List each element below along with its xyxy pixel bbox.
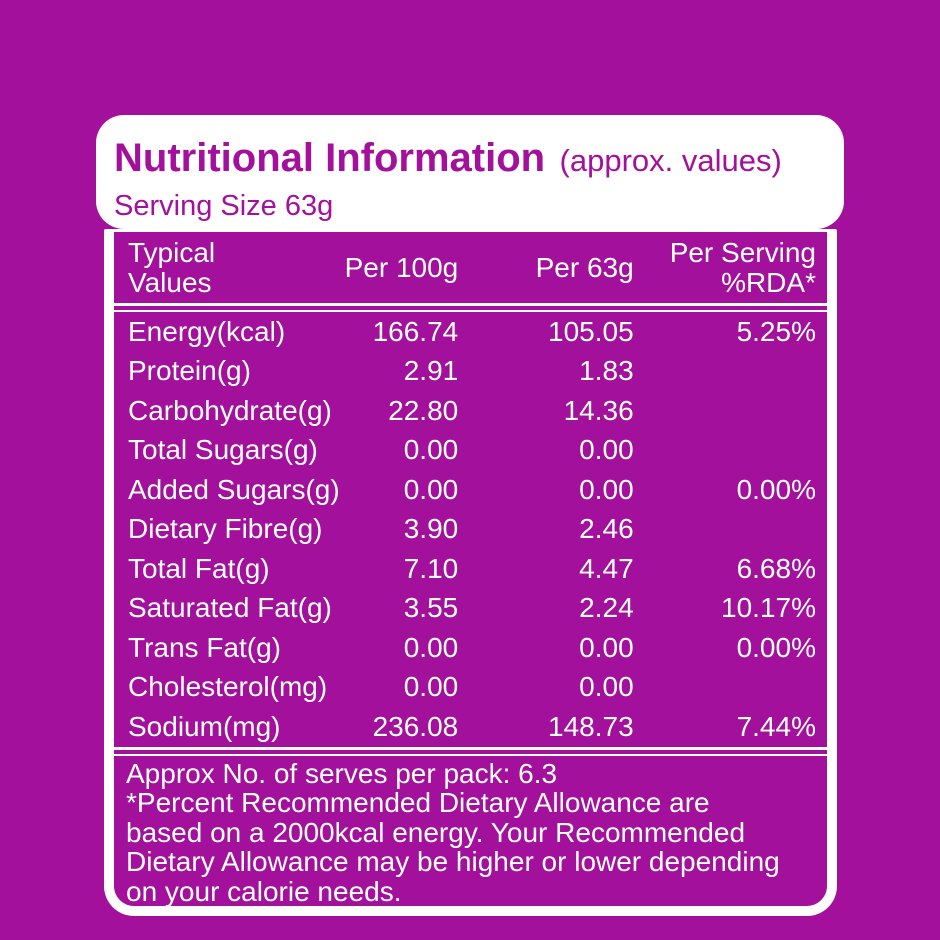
serving-size-text: Serving Size 63g xyxy=(114,190,334,222)
value-per-100g: 0.00 xyxy=(403,473,459,505)
row-label: Trans Fat(g) xyxy=(128,631,281,663)
column-header-per-serving-rda: Per Serving %RDA* xyxy=(669,236,816,298)
value-per-63g: 2.46 xyxy=(579,513,634,545)
table-header-row: Typical Values Per 100g Per 63g Per Serv… xyxy=(114,232,827,303)
value-per-63g: 0.00 xyxy=(579,631,634,663)
value-per-63g: 2.24 xyxy=(579,592,634,624)
nutrient-row-added-sugars: Added Sugars(g) 0.00 0.00 0.00% xyxy=(114,470,827,510)
value-rda: 7.44% xyxy=(736,710,816,742)
value-per-63g: 0.00 xyxy=(579,434,634,466)
row-label: Carbohydrate(g) xyxy=(128,394,332,426)
nutrient-row-cholesterol: Cholesterol(mg) 0.00 0.00 xyxy=(114,668,827,708)
row-label: Total Fat(g) xyxy=(128,552,270,584)
value-per-100g: 0.00 xyxy=(403,434,459,466)
value-rda: 0.00% xyxy=(736,631,816,663)
value-per-63g: 1.83 xyxy=(579,355,634,387)
row-label: Sodium(mg) xyxy=(128,710,281,742)
label-header-card: Nutritional Information (approx. values)… xyxy=(96,115,844,229)
nutrient-row-trans-fat: Trans Fat(g) 0.00 0.00 0.00% xyxy=(114,628,827,668)
value-per-63g: 0.00 xyxy=(579,473,634,505)
nutrient-row-protein: Protein(g) 2.91 1.83 xyxy=(114,352,827,392)
value-rda: 0.00% xyxy=(736,473,816,505)
rda-disclaimer-text: *Percent Recommended Dietary Allowance a… xyxy=(126,787,780,906)
row-label: Cholesterol(mg) xyxy=(128,671,328,703)
table-footer-notes: Approx No. of serves per pack: 6.3 *Perc… xyxy=(114,756,827,907)
label-title-suffix: (approx. values) xyxy=(559,143,782,178)
header-separator-line xyxy=(114,303,827,313)
row-label: Saturated Fat(g) xyxy=(128,592,332,624)
nutrient-row-energy: Energy(kcal) 166.74 105.05 5.25% xyxy=(114,312,827,352)
value-per-100g: 236.08 xyxy=(372,710,459,742)
nutrition-table-frame: Typical Values Per 100g Per 63g Per Serv… xyxy=(104,229,837,916)
label-title-line: Nutritional Information (approx. values) xyxy=(114,136,828,189)
value-per-63g: 14.36 xyxy=(563,394,634,426)
value-rda: 5.25% xyxy=(736,315,816,347)
nutrient-row-sodium: Sodium(mg) 236.08 148.73 7.44% xyxy=(114,707,827,747)
value-per-63g: 0.00 xyxy=(579,671,634,703)
value-per-100g: 3.90 xyxy=(403,513,459,545)
column-header-per-100g: Per 100g xyxy=(344,251,459,283)
value-per-100g: 2.91 xyxy=(403,355,459,387)
serves-per-pack-text: Approx No. of serves per pack: 6.3 xyxy=(126,757,558,789)
nutrient-row-saturated-fat: Saturated Fat(g) 3.55 2.24 10.17% xyxy=(114,589,827,629)
value-per-100g: 3.55 xyxy=(403,592,459,624)
value-per-100g: 0.00 xyxy=(403,631,459,663)
value-per-100g: 0.00 xyxy=(403,671,459,703)
table-body: Energy(kcal) 166.74 105.05 5.25% Protein… xyxy=(114,312,827,747)
nutrient-row-total-fat: Total Fat(g) 7.10 4.47 6.68% xyxy=(114,549,827,589)
value-per-63g: 105.05 xyxy=(548,315,634,347)
footer-separator-line xyxy=(114,746,827,756)
row-label: Added Sugars(g) xyxy=(128,473,340,505)
value-per-63g: 4.47 xyxy=(579,552,634,584)
value-per-100g: 166.74 xyxy=(372,315,459,347)
value-rda: 6.68% xyxy=(736,552,816,584)
value-per-100g: 7.10 xyxy=(403,552,459,584)
nutrient-row-total-sugars: Total Sugars(g) 0.00 0.00 xyxy=(114,431,827,471)
row-label: Energy(kcal) xyxy=(128,315,286,347)
row-label: Total Sugars(g) xyxy=(128,434,318,466)
column-header-typical-values: Typical Values xyxy=(128,236,216,298)
row-label: Protein(g) xyxy=(128,355,251,387)
nutrition-table: Typical Values Per 100g Per 63g Per Serv… xyxy=(114,232,827,906)
value-per-100g: 22.80 xyxy=(388,394,459,426)
row-label: Dietary Fibre(g) xyxy=(128,513,323,545)
nutrient-row-dietary-fibre: Dietary Fibre(g) 3.90 2.46 xyxy=(114,510,827,550)
column-header-per-63g: Per 63g xyxy=(535,251,634,283)
nutrient-row-carbohydrate: Carbohydrate(g) 22.80 14.36 xyxy=(114,391,827,431)
label-title: Nutritional Information xyxy=(114,136,546,180)
value-rda: 10.17% xyxy=(721,592,816,624)
value-per-63g: 148.73 xyxy=(548,710,634,742)
